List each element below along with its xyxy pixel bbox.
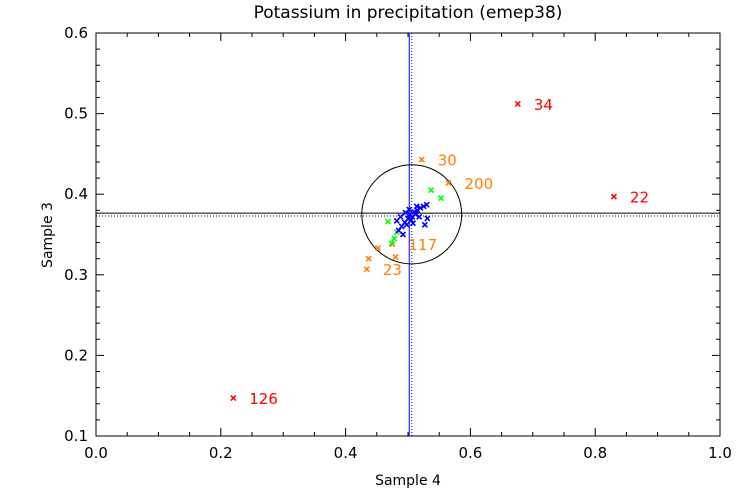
data-point-orange bbox=[365, 255, 372, 262]
point-label: 34 bbox=[534, 96, 553, 114]
y-tick-label: 0.3 bbox=[64, 266, 88, 284]
point-mark bbox=[417, 204, 424, 211]
x-axis: 0.0 0.2 0.4 0.6 0.8 1.0 bbox=[84, 33, 732, 462]
y-tick-label: 0.2 bbox=[64, 346, 88, 364]
data-point-blue bbox=[417, 204, 424, 211]
point-mark bbox=[416, 213, 423, 220]
data-points: 126 34 22 30 200 117 23 bbox=[230, 96, 649, 408]
point-mark bbox=[418, 156, 425, 163]
x-tick-label: 0.4 bbox=[334, 444, 358, 462]
data-point-green bbox=[391, 235, 398, 242]
point-mark bbox=[391, 235, 398, 242]
data-point-blue bbox=[413, 203, 420, 210]
point-label: 126 bbox=[249, 390, 278, 408]
point-mark bbox=[428, 187, 435, 194]
data-point-blue bbox=[408, 216, 415, 224]
point-mark bbox=[420, 203, 427, 210]
point-mark bbox=[409, 220, 417, 227]
point-mark bbox=[408, 216, 415, 224]
x-tick-label: 0.2 bbox=[209, 444, 233, 462]
data-point-green bbox=[428, 187, 435, 194]
y-tick-label: 0.4 bbox=[64, 185, 88, 203]
plot-frame bbox=[95, 32, 721, 437]
data-point-green bbox=[438, 195, 445, 202]
data-point-orange bbox=[363, 266, 370, 273]
point-label: 30 bbox=[438, 152, 457, 170]
point-mark bbox=[384, 218, 392, 225]
point-mark bbox=[365, 255, 372, 262]
point-label: 200 bbox=[465, 175, 494, 193]
x-tick-label: 0.0 bbox=[84, 444, 108, 462]
point-mark bbox=[399, 231, 407, 238]
point-mark bbox=[610, 193, 617, 200]
data-point-orange bbox=[418, 156, 425, 163]
data-point-orange bbox=[445, 179, 452, 186]
x-tick-label: 1.0 bbox=[708, 444, 732, 462]
y-axis: 0.1 0.2 0.3 0.4 0.5 0.6 bbox=[64, 24, 720, 445]
point-label: 22 bbox=[630, 189, 649, 207]
y-tick-label: 0.5 bbox=[64, 105, 88, 123]
data-point-blue bbox=[399, 231, 407, 238]
point-mark bbox=[374, 245, 382, 252]
reference-lines bbox=[96, 33, 720, 436]
point-mark bbox=[438, 195, 445, 202]
chart-title: Potassium in precipitation (emep38) bbox=[254, 3, 563, 23]
point-mark bbox=[388, 240, 395, 247]
point-mark bbox=[445, 179, 452, 186]
point-mark bbox=[403, 221, 410, 228]
point-label: 117 bbox=[408, 236, 437, 254]
point-mark bbox=[392, 254, 399, 261]
point-mark bbox=[423, 201, 430, 208]
data-point-green bbox=[388, 240, 395, 247]
data-point-blue bbox=[416, 213, 423, 220]
data-point-blue bbox=[406, 206, 413, 213]
point-mark bbox=[406, 206, 413, 213]
point-label: 23 bbox=[383, 261, 402, 279]
data-point-red bbox=[514, 100, 521, 107]
y-tick-label: 0.6 bbox=[64, 24, 88, 42]
point-mark bbox=[514, 100, 521, 107]
point-mark bbox=[230, 395, 237, 402]
point-mark bbox=[363, 266, 370, 273]
point-mark bbox=[421, 221, 428, 228]
point-mark bbox=[397, 213, 404, 220]
data-point-blue bbox=[403, 221, 410, 228]
point-mark bbox=[412, 211, 419, 218]
data-point-blue bbox=[412, 211, 419, 218]
data-point-red bbox=[610, 193, 617, 200]
point-mark bbox=[413, 203, 420, 210]
point-mark bbox=[411, 208, 418, 215]
x-axis-label: Sample 4 bbox=[375, 473, 441, 489]
data-point-blue bbox=[404, 215, 412, 222]
data-point-blue bbox=[423, 201, 430, 208]
data-point-orange bbox=[392, 254, 399, 261]
data-point-blue bbox=[424, 215, 431, 222]
data-point-blue bbox=[420, 203, 427, 210]
data-point-green bbox=[384, 218, 392, 225]
data-point-orange bbox=[374, 245, 382, 252]
y-axis-label: Sample 3 bbox=[40, 202, 56, 268]
data-point-blue bbox=[397, 213, 404, 220]
data-point-blue bbox=[421, 221, 428, 228]
x-tick-label: 0.6 bbox=[458, 444, 482, 462]
confidence-circle bbox=[361, 164, 463, 265]
point-mark bbox=[404, 215, 412, 222]
y-tick-label: 0.1 bbox=[64, 427, 88, 445]
x-tick-label: 0.8 bbox=[583, 444, 607, 462]
point-mark bbox=[424, 215, 431, 222]
data-point-blue bbox=[409, 220, 417, 227]
data-point-red bbox=[230, 395, 237, 402]
